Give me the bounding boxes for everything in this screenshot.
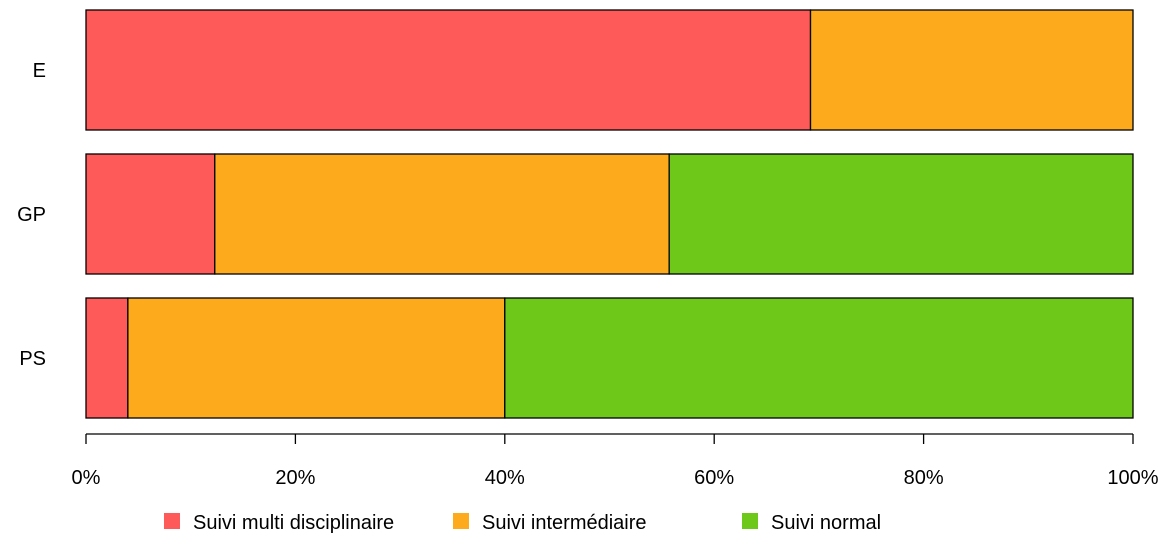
category-label-e: E [33, 60, 46, 82]
x-tick-label-100: 100% [1107, 467, 1158, 489]
category-label-gp: GP [17, 204, 46, 226]
bar-e-series-1 [809, 9, 1134, 131]
x-tick-label-80: 80% [904, 467, 944, 489]
legend-swatch-0 [164, 513, 180, 529]
legend: Suivi multi disciplinaire Suivi intermédi… [164, 512, 881, 534]
bar-ps-series-1 [127, 297, 506, 419]
bar-gp-series-2 [668, 153, 1134, 275]
bars-layer [85, 9, 1134, 419]
legend-swatch-2 [742, 513, 758, 529]
category-label-ps: PS [19, 348, 46, 370]
x-tick-label-20: 20% [275, 467, 315, 489]
legend-label-2: Suivi normal [771, 512, 881, 534]
legend-label-0: Suivi multi disciplinaire [193, 512, 394, 534]
bar-gp-series-1 [214, 153, 670, 275]
bar-e-series-0 [85, 9, 812, 131]
x-tick-label-0: 0% [72, 467, 101, 489]
bar-ps-series-0 [85, 297, 129, 419]
x-axis: 0% 20% 40% 60% 80% 100% [72, 433, 1159, 489]
category-labels: E GP PS [17, 60, 46, 370]
bar-ps-series-2 [504, 297, 1134, 419]
x-tick-label-40: 40% [485, 467, 525, 489]
bar-gp-series-0 [85, 153, 216, 275]
legend-label-1: Suivi intermédiaire [482, 512, 647, 534]
legend-swatch-1 [453, 513, 469, 529]
x-tick-label-60: 60% [694, 467, 734, 489]
